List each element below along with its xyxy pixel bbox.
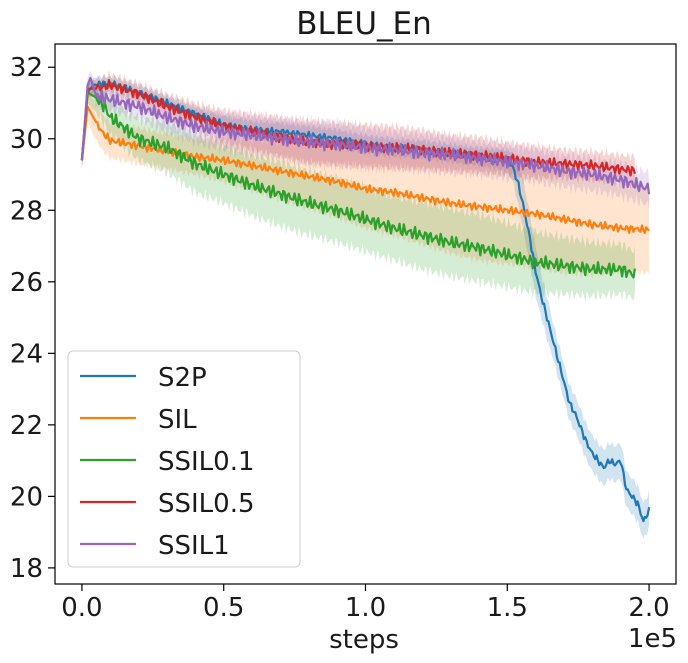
- y-tick-label: 30: [10, 125, 43, 155]
- x-tick-label: 2.0: [628, 593, 669, 623]
- axes: 0.0 0.5 1.0 1.5 2.0 18 20 22 24 26 28 30 32: [10, 43, 677, 623]
- y-tick-label: 20: [10, 482, 43, 512]
- y-tick-label: 24: [10, 339, 43, 369]
- x-tick-label: 0.5: [203, 593, 244, 623]
- y-tick-label: 22: [10, 411, 43, 441]
- y-tick-label: 26: [10, 268, 43, 298]
- x-tick-label: 0.0: [61, 593, 102, 623]
- y-tick-label: 18: [10, 554, 43, 584]
- series-line-ssil0.1: [80, 91, 636, 279]
- series-line-ssil1: [80, 76, 651, 195]
- legend-label-ssil1: SSIL1: [158, 531, 230, 561]
- series-lines: [80, 76, 651, 523]
- legend-label-sil: SIL: [158, 405, 197, 435]
- legend-label-ssil0.5: SSIL0.5: [158, 489, 255, 519]
- series-line-ssil0.5: [80, 78, 636, 177]
- y-tick-label: 28: [10, 196, 43, 226]
- x-tick-label: 1.5: [487, 593, 528, 623]
- legend-frame: [67, 350, 301, 568]
- y-tick-label: 32: [10, 53, 43, 83]
- legend-label-s2p: S2P: [158, 363, 207, 393]
- x-axis-title: steps: [329, 625, 399, 655]
- legend-label-ssil0.1: SSIL0.1: [158, 447, 255, 477]
- x-tick-label: 1.0: [345, 593, 386, 623]
- x-axis-offset-label: 1e5: [628, 624, 677, 654]
- band-sil: [81, 92, 650, 279]
- chart-title: BLEU_En: [296, 6, 432, 42]
- legend: S2P SIL SSIL0.1 SSIL0.5 SSIL1: [67, 350, 301, 568]
- band-ssil0.1: [81, 79, 635, 303]
